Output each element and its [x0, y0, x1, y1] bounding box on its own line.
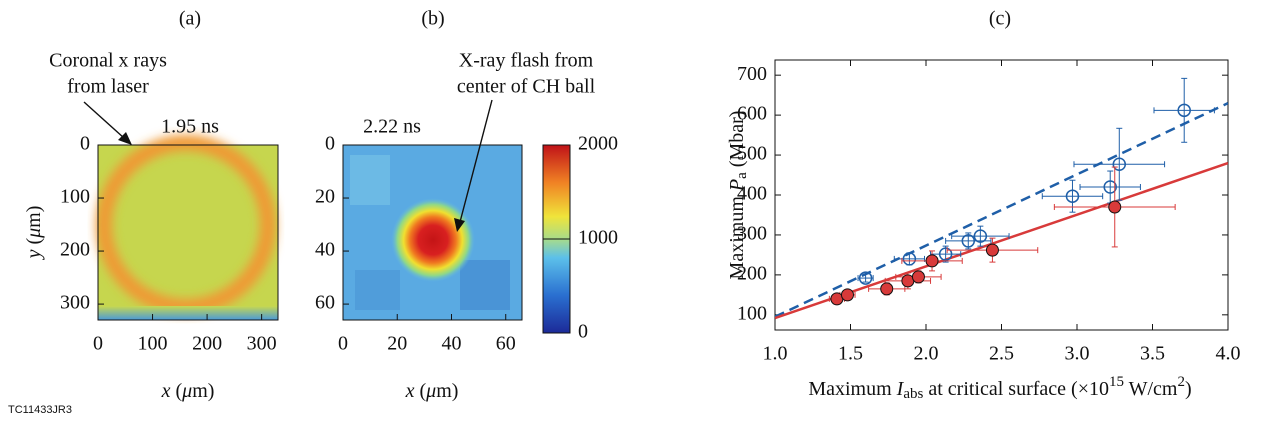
y-axis-label-part: Maximum [726, 191, 748, 279]
point [1112, 157, 1127, 171]
x-axis-label: Maximum Iabs at critical surface (×1015 … [808, 374, 1191, 402]
x-axis-label-part: abs [903, 386, 923, 402]
point [911, 270, 925, 284]
y-tick-label: 20 [315, 186, 335, 208]
annotation: from laser [67, 76, 149, 98]
fit-line [775, 102, 1228, 318]
x-tick-label: 60 [496, 333, 516, 355]
colorbar-tick-label: 0 [578, 321, 588, 343]
colorbar-tick-label: 2000 [578, 133, 618, 155]
y-tick-label: 60 [315, 292, 335, 314]
y-axis-label: y (μm) [23, 206, 45, 261]
x-axis-label: x (μm) [405, 380, 459, 402]
annotation: Coronal x rays [49, 50, 167, 72]
y-axis-label-part: m) [23, 206, 45, 228]
x-axis-label-part: m) [192, 380, 214, 402]
y-tick-label: 500 [737, 143, 767, 165]
x-axis-label-part: W/cm [1124, 378, 1178, 400]
panel-label: (b) [421, 8, 444, 30]
y-tick-label: 300 [737, 223, 767, 245]
y-axis-label-part: P [726, 179, 748, 192]
x-tick-label: 1.0 [763, 343, 788, 365]
point [938, 247, 953, 261]
x-axis-label-part: ( [414, 380, 426, 402]
colorbar-frame [542, 144, 571, 334]
x-tick-label: 0 [338, 333, 348, 355]
y-axis-label-part: a [734, 172, 750, 179]
annotation: center of CH ball [457, 76, 596, 98]
x-axis-label-part: 2 [1177, 374, 1185, 390]
x-tick-label: 20 [387, 333, 407, 355]
image-a [96, 135, 278, 320]
x-axis-label-part: ( [170, 380, 182, 402]
x-axis-label-part: at critical surface (×10 [923, 378, 1109, 400]
point [880, 282, 894, 296]
panel-label: (a) [179, 8, 201, 30]
plot-frame [97, 144, 279, 321]
x-tick-label: 200 [192, 333, 222, 355]
y-axis-label-part: μ [23, 228, 45, 239]
plot-frame [342, 144, 523, 321]
x-tick-label: 1.5 [838, 343, 863, 365]
x-tick-label: 3.5 [1140, 343, 1165, 365]
y-tick-label: 200 [737, 262, 767, 284]
time-label: 1.95 ns [161, 116, 219, 138]
panel-label: (c) [989, 8, 1011, 30]
x-axis-label: x (μm) [161, 380, 215, 402]
point [973, 229, 988, 243]
x-axis-label-part: μ [181, 380, 192, 402]
y-axis-label-part: y [23, 249, 45, 260]
x-axis-label-part: x [405, 380, 415, 402]
image-b [343, 145, 522, 320]
point [925, 254, 939, 268]
x-tick-label: 2.0 [914, 343, 939, 365]
x-tick-label: 300 [247, 333, 277, 355]
annotation: X-ray flash from [459, 50, 594, 72]
y-tick-label: 100 [60, 186, 90, 208]
y-tick-label: 40 [315, 239, 335, 261]
y-tick-label: 0 [325, 133, 335, 155]
x-axis-label-part: I [896, 378, 905, 400]
point [1103, 180, 1117, 194]
point [840, 288, 854, 302]
colorbar-tick-label: 1000 [578, 227, 618, 249]
x-tick-label: 3.0 [1065, 343, 1090, 365]
y-tick-label: 0 [80, 133, 90, 155]
x-tick-label: 2.5 [989, 343, 1014, 365]
point [902, 252, 917, 266]
point [1065, 189, 1080, 203]
arrows [83, 99, 493, 232]
time-label: 2.22 ns [363, 116, 421, 138]
y-tick-label: 600 [737, 103, 767, 125]
x-axis-label-part: 15 [1109, 374, 1124, 390]
x-axis-label-part: m) [436, 380, 458, 402]
y-tick-label: 100 [737, 302, 767, 324]
x-tick-label: 40 [441, 333, 461, 355]
y-axis-label-part: (Mbar) [726, 111, 748, 173]
y-tick-label: 200 [60, 239, 90, 261]
x-axis-label-part: ) [1185, 378, 1192, 400]
y-axis-label: Maximum Pa (Mbar) [726, 111, 751, 280]
point [961, 234, 976, 248]
x-axis-label-part: μ [425, 380, 436, 402]
x-tick-label: 0 [93, 333, 103, 355]
plot-frame [774, 59, 1229, 331]
x-axis-label-part: Maximum [808, 378, 896, 400]
y-tick-label: 700 [737, 63, 767, 85]
y-axis-label-part: ( [23, 238, 45, 250]
figure-id: TC11433JR3 [8, 404, 72, 416]
y-tick-label: 300 [60, 292, 90, 314]
y-tick-label: 400 [737, 183, 767, 205]
point [858, 271, 873, 285]
x-axis-label-part: x [161, 380, 171, 402]
point [985, 243, 999, 257]
point [1177, 103, 1191, 118]
x-tick-label: 100 [138, 333, 168, 355]
point [1108, 200, 1122, 214]
x-tick-label: 4.0 [1216, 343, 1241, 365]
